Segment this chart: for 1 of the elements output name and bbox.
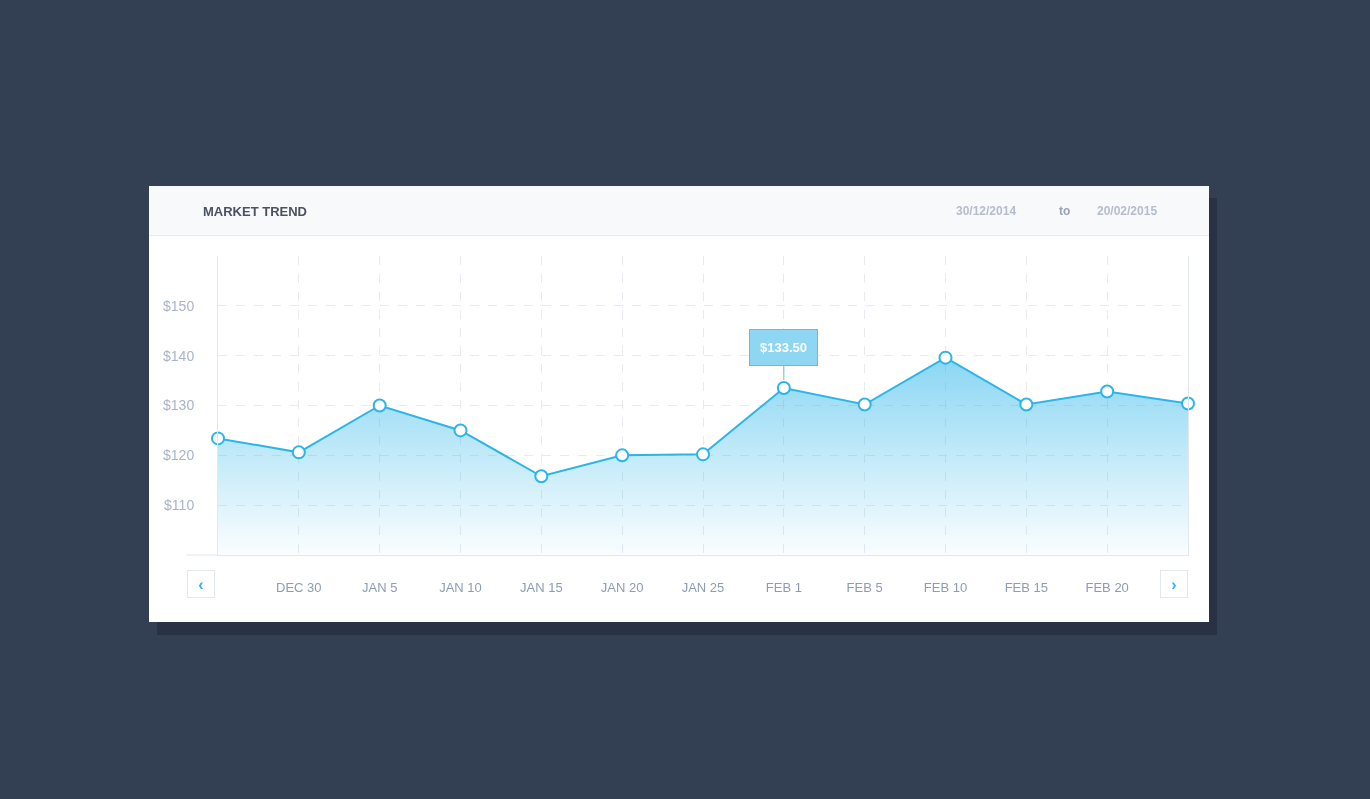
point bbox=[1181, 396, 1195, 411]
